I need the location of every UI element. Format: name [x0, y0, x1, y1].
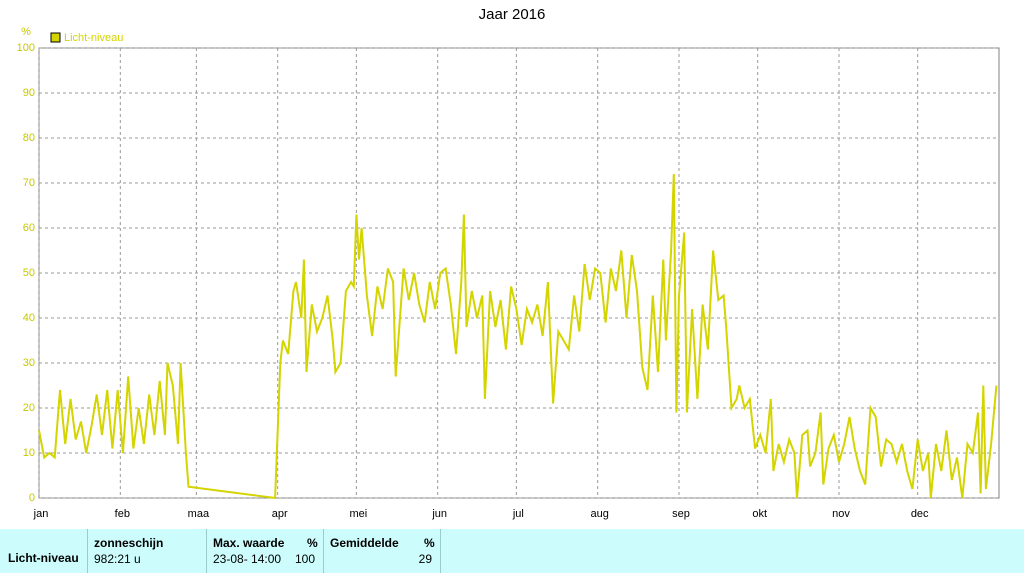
cell: zonneschijn 982:21 u: [88, 529, 207, 573]
x-tick-label: okt: [752, 508, 767, 520]
x-tick-label: dec: [911, 508, 929, 520]
col-unit: %: [424, 536, 435, 550]
y-tick-label: 80: [23, 132, 35, 144]
x-tick-label: maa: [188, 508, 210, 520]
y-tick-label: 10: [23, 447, 35, 459]
col-header: Gemiddelde: [330, 536, 399, 550]
x-tick-label: mei: [350, 508, 368, 520]
cell-value: 982:21 u: [94, 552, 141, 566]
x-tick-label: aug: [591, 508, 609, 520]
y-tick-label: 70: [23, 177, 35, 189]
cell-date: 23-08- 14:00: [213, 552, 282, 566]
legend-swatch: [50, 32, 61, 43]
chart-title: Jaar 2016: [479, 6, 546, 23]
cell-value: 29: [418, 552, 432, 566]
y-tick-label: 90: [23, 87, 35, 99]
y-tick-label: 20: [23, 402, 35, 414]
chart: Jaar 2016 % 0 10 20 30 40 50 60 70 80 90 100 jan feb…: [17, 6, 1000, 520]
y-unit: %: [21, 26, 31, 38]
col-unit: %: [307, 536, 318, 550]
x-tick-label: nov: [832, 508, 850, 520]
x-tick-label: jun: [431, 508, 447, 520]
x-tick-label: jul: [512, 508, 524, 520]
x-tick-label: jan: [33, 508, 49, 520]
y-tick-label: 50: [23, 267, 35, 279]
cell: Max. waarde % 23-08- 14:00 100: [207, 529, 324, 573]
summary-table: Licht-niveau zonneschijn 982:21 u Max. w…: [0, 529, 1024, 573]
y-tick-label: 30: [23, 357, 35, 369]
y-tick-label: 100: [17, 42, 35, 54]
x-tick-label: sep: [672, 508, 690, 520]
cell: Gemiddelde % 29: [324, 529, 441, 573]
col-header: Max. waarde: [213, 536, 285, 550]
legend-label: Licht-niveau: [64, 32, 123, 44]
col-header: zonneschijn: [94, 536, 164, 550]
row-header-cell: Licht-niveau: [0, 529, 88, 573]
y-tick-label: 60: [23, 222, 35, 234]
x-tick-label: apr: [272, 508, 288, 520]
series-line: [38, 173, 998, 500]
row-label: Licht-niveau: [8, 551, 79, 565]
y-tick-label: 40: [23, 312, 35, 324]
cell-value: 100: [294, 552, 315, 566]
y-tick-label: 0: [29, 492, 35, 504]
x-tick-label: feb: [115, 508, 130, 520]
